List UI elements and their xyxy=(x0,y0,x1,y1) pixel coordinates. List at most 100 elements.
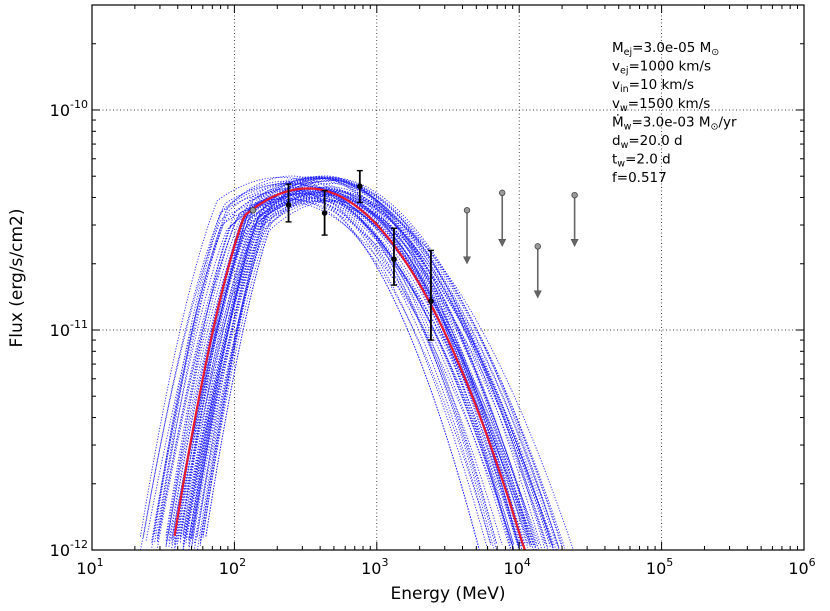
annotation-symbol: t xyxy=(612,152,617,168)
model-realization-curve xyxy=(174,177,554,550)
model-realization-curve xyxy=(168,192,480,551)
x-tick-label-exponent: 1 xyxy=(97,556,104,569)
x-tick-label-exponent: 6 xyxy=(809,556,816,569)
y-tick-label-base: 10 xyxy=(50,541,70,560)
upper-limit-arrow xyxy=(463,256,471,265)
model-realization-curve xyxy=(205,190,534,551)
annotation-line: f=0.517 xyxy=(612,170,667,186)
model-realization-curve xyxy=(154,199,492,544)
model-realization-curve xyxy=(157,195,503,546)
upper-limit-marker xyxy=(499,189,506,197)
x-tick-label: 106 xyxy=(788,556,815,578)
y-tick-label-exponent: -12 xyxy=(70,538,88,551)
model-realization-curve xyxy=(179,176,560,549)
y-tick-label-base: 10 xyxy=(50,321,70,340)
model-realization-curve xyxy=(174,196,514,545)
x-tick-label-exponent: 3 xyxy=(381,556,388,569)
model-realization-curve xyxy=(176,193,551,545)
upper-limit-marker xyxy=(534,243,541,250)
annotation-value: =2.0 d xyxy=(625,152,671,168)
annotation-tail: /yr xyxy=(718,114,737,130)
x-tick-label-base: 10 xyxy=(219,559,239,578)
annotation-value: =3.0e-05 M xyxy=(632,40,711,56)
annotation-symbol: v xyxy=(612,77,620,93)
x-tick-labels: 101 102 103 104 105 106 xyxy=(76,556,815,578)
annotation-value: =3.0e-03 M xyxy=(631,114,710,130)
x-tick-label: 103 xyxy=(361,556,388,578)
annotation-symbol: f=0.517 xyxy=(612,170,667,186)
model-realization-curve xyxy=(165,190,514,550)
model-realization-curve xyxy=(165,193,520,547)
x-tick-label-exponent: 5 xyxy=(666,556,673,569)
annotation-subscript: ej xyxy=(620,66,628,77)
model-realization-curve xyxy=(196,176,532,545)
x-tick-label: 102 xyxy=(219,556,246,578)
y-tick-label: 10-12 xyxy=(50,538,88,560)
model-realization-curve xyxy=(168,176,560,549)
annotation-symbol: v xyxy=(612,96,620,112)
y-axis-title: Flux (erg/s/cm2) xyxy=(7,209,27,348)
annotation-subscript: w xyxy=(617,159,625,170)
annotation-subscript: w xyxy=(620,103,628,114)
upper-limit-arrow xyxy=(570,239,579,248)
model-realization-curve xyxy=(191,186,537,550)
annotation-subscript: w xyxy=(624,121,632,132)
model-realization-curve xyxy=(188,192,540,551)
annotation-value: =1000 km/s xyxy=(628,59,711,75)
best-fit-curve xyxy=(173,187,526,551)
annotation-line: dw=20.0 d xyxy=(612,133,683,151)
x-tick-label-exponent: 2 xyxy=(239,556,246,569)
model-realization-curve xyxy=(157,192,557,551)
x-tick-label: 105 xyxy=(646,556,673,578)
model-realization-curve xyxy=(182,188,557,545)
x-tick-label-base: 10 xyxy=(788,559,808,578)
annotation-line: Ṁw=3.0e-03 M⊙/yr xyxy=(612,112,737,132)
x-tick-label-exponent: 4 xyxy=(524,556,531,569)
annotation-value: =1500 km/s xyxy=(628,96,711,112)
y-tick-label-base: 10 xyxy=(50,101,70,120)
annotation-value: =20.0 d xyxy=(628,133,682,149)
model-ensemble-curves xyxy=(139,175,574,551)
annotation-line: tw=2.0 d xyxy=(612,152,671,170)
model-realization-curve xyxy=(179,182,520,549)
model-realization-curve xyxy=(142,190,532,548)
upper-limit-marker xyxy=(463,207,471,214)
model-realization-curve xyxy=(188,188,554,549)
best-fit-curve-group xyxy=(173,187,526,551)
model-realization-curve xyxy=(191,177,560,551)
model-realization-curve xyxy=(139,176,520,549)
annotation-value: =10 km/s xyxy=(629,77,694,93)
annotation-unit-subscript: ⊙ xyxy=(711,47,719,58)
data-point xyxy=(321,210,328,216)
model-realization-curve xyxy=(188,190,549,548)
annotation-subscript: ej xyxy=(624,47,632,58)
annotation-subscript: in xyxy=(620,84,629,95)
x-axis-title: Energy (MeV) xyxy=(391,584,506,604)
annotation-line: vej=1000 km/s xyxy=(612,59,711,77)
annotation-unit-subscript: ⊙ xyxy=(711,121,719,132)
model-realization-curve xyxy=(154,201,514,548)
upper-limit-arrow xyxy=(533,290,542,299)
annotation-line: vin=10 km/s xyxy=(612,77,694,95)
data-point xyxy=(285,202,292,208)
model-realization-curve xyxy=(171,200,497,550)
axis-ticks xyxy=(91,4,804,551)
annotation-symbol: M xyxy=(612,40,624,56)
upper-limit-arrow xyxy=(498,239,507,248)
y-tick-label-exponent: -10 xyxy=(70,98,88,111)
x-tick-label-base: 10 xyxy=(361,559,381,578)
y-tick-label: 10-11 xyxy=(50,318,88,340)
model-realization-curve xyxy=(171,197,514,550)
annotation-symbol: v xyxy=(612,59,620,75)
y-tick-label-exponent: -11 xyxy=(70,318,88,331)
x-tick-label-base: 10 xyxy=(76,559,96,578)
model-realization-curve xyxy=(202,189,537,551)
y-tick-label: 10-10 xyxy=(50,98,88,120)
annotation-subscript: w xyxy=(621,140,629,151)
upper-limits xyxy=(249,189,579,299)
model-realization-curve xyxy=(182,187,520,551)
